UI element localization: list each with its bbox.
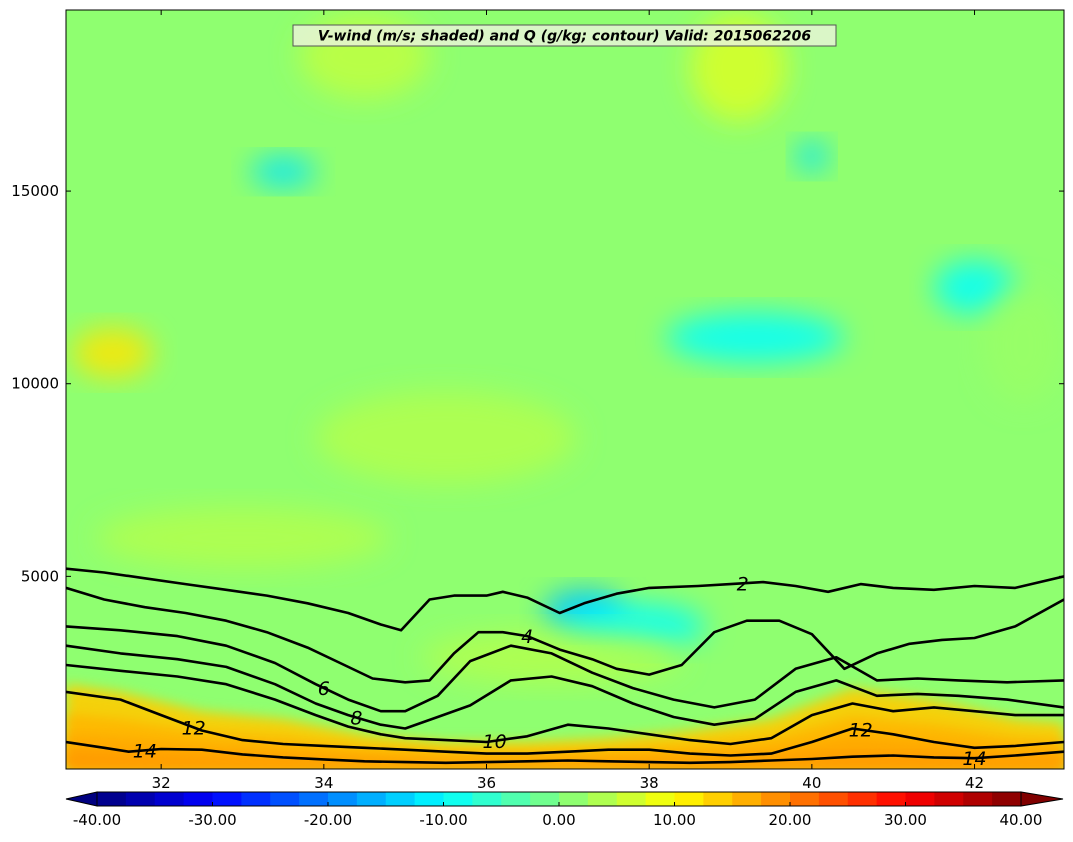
contour-label-14: 14: [133, 740, 157, 762]
colorbar-tick-label-7: 30.00: [884, 811, 927, 829]
colorbar-tick-label-6: 20.00: [769, 811, 812, 829]
contour-label-14-b1: 14: [962, 748, 986, 770]
y-tick-label-5000: 5000: [21, 567, 59, 585]
colorbar-bin-22: [732, 792, 762, 806]
colorbar-bin-10: [385, 792, 416, 806]
contour-label-4: 4: [521, 626, 533, 648]
chart-title-box: V-wind (m/s; shaded) and Q (g/kg; contou…: [292, 24, 837, 47]
shaded-patch-5: [250, 156, 316, 188]
shaded-patch-10: [982, 287, 1064, 403]
shaded-patch-12: [421, 630, 682, 685]
x-axis: 32 34 36 38 40 42: [152, 10, 984, 792]
colorbar-bin-1: [125, 792, 156, 806]
colorbar-bin-30: [963, 792, 993, 806]
x-tick-label-34: 34: [314, 774, 333, 792]
contour-line-8: [66, 644, 1064, 730]
colorbar-bin-11: [414, 792, 444, 806]
colorbar-tick-label-3: -10.00: [419, 811, 467, 829]
contour-label-12-b0: 12: [849, 720, 873, 742]
y-axis: 5000 10000 15000: [11, 182, 1064, 585]
colorbar-bin-0: [97, 792, 127, 806]
shaded-patch-1: [665, 312, 845, 363]
colorbar-bin-7: [299, 792, 329, 806]
x-tick-label-42: 42: [965, 774, 984, 792]
colorbar-bin-5: [241, 792, 271, 806]
colorbar-bin-6: [270, 792, 300, 806]
colorbar-bin-13: [472, 792, 502, 806]
colorbar-bin-2: [154, 792, 185, 806]
colorbar-bin-4: [212, 792, 242, 806]
shaded-patch-9: [315, 391, 576, 484]
contour-line-6: [66, 625, 1064, 713]
colorbar-bin-31: [992, 792, 1022, 806]
colorbar-bin-27: [876, 792, 906, 806]
colorbar-bin-18: [616, 792, 647, 806]
colorbar-bin-24: [790, 792, 820, 806]
contour-line-10: [66, 663, 1064, 746]
colorbar-tick-label-0: -40.00: [73, 811, 121, 829]
chart-title-background: [292, 24, 837, 47]
plot-frame: [65, 9, 1065, 770]
contour-label-2: 2: [737, 573, 749, 595]
x-tick-label-38: 38: [640, 774, 659, 792]
colorbar-bin-28: [905, 792, 935, 806]
contour-label-12: 12: [182, 717, 206, 739]
colorbar-bin-29: [934, 792, 964, 806]
surface-wind-band: [66, 684, 1064, 769]
colorbar-bin-17: [587, 792, 618, 806]
colorbar-bin-25: [818, 792, 849, 806]
colorbar-bin-21: [703, 792, 733, 806]
contour-label-6: 6: [318, 678, 330, 700]
plot-area: 2 4 68 10 12 14 12 14: [66, 10, 1064, 770]
shaded-patch-6: [795, 140, 829, 172]
colorbar-bin-12: [443, 792, 473, 806]
contour-line-12: [66, 690, 1064, 757]
x-tick-label-36: 36: [477, 774, 496, 792]
x-tick-label-32: 32: [152, 774, 171, 792]
colorbar-bin-9: [356, 792, 387, 806]
colorbar-tick-label-8: 40.00: [1000, 811, 1043, 829]
chart-title: V-wind (m/s; shaded) and Q (g/kg; contou…: [318, 29, 811, 45]
shaded-field-patches: [71, 13, 1064, 685]
colorbar-tick-label-1: -30.00: [188, 811, 236, 829]
contour-label-8: 8: [350, 707, 362, 729]
contour-line-2: [66, 567, 1064, 632]
shaded-patch-2: [933, 260, 1016, 315]
contour-label-10: 10: [483, 731, 507, 753]
y-tick-label-10000: 10000: [11, 375, 59, 393]
colorbar-bin-19: [645, 792, 675, 806]
colorbar-bin-23: [761, 792, 791, 806]
colorbar-tick-label-4: 0.00: [542, 811, 575, 829]
x-tick-label-40: 40: [802, 774, 821, 792]
colorbar-bin-3: [183, 792, 213, 806]
colorbar-bin-26: [847, 792, 878, 806]
contour-line-14: [66, 740, 1064, 765]
colorbar-tick-label-2: -20.00: [304, 811, 352, 829]
y-tick-label-15000: 15000: [11, 182, 59, 200]
humidity-contours: 2 4 68 10 12 14 12 14: [66, 567, 1064, 770]
colorbar-extend-high: [1020, 791, 1064, 807]
colorbar-bin-15: [530, 792, 560, 806]
colorbar-tick-label-5: 10.00: [653, 811, 696, 829]
colorbar-bin-16: [559, 792, 589, 806]
colorbar-bin-14: [501, 792, 531, 806]
colorbar-extend-low: [65, 791, 98, 807]
colorbar-bin-20: [674, 792, 704, 806]
shaded-patch-11: [96, 507, 389, 569]
shaded-patch-0: [71, 327, 154, 378]
colorbar: -40.00 -30.00 -20.00 -10.00 0.00 10.00 20.00 30…: [65, 791, 1064, 829]
surface-band-layer-3: [66, 752, 1064, 769]
contour-line-4: [66, 586, 1064, 684]
colorbar-bin-8: [328, 792, 358, 806]
